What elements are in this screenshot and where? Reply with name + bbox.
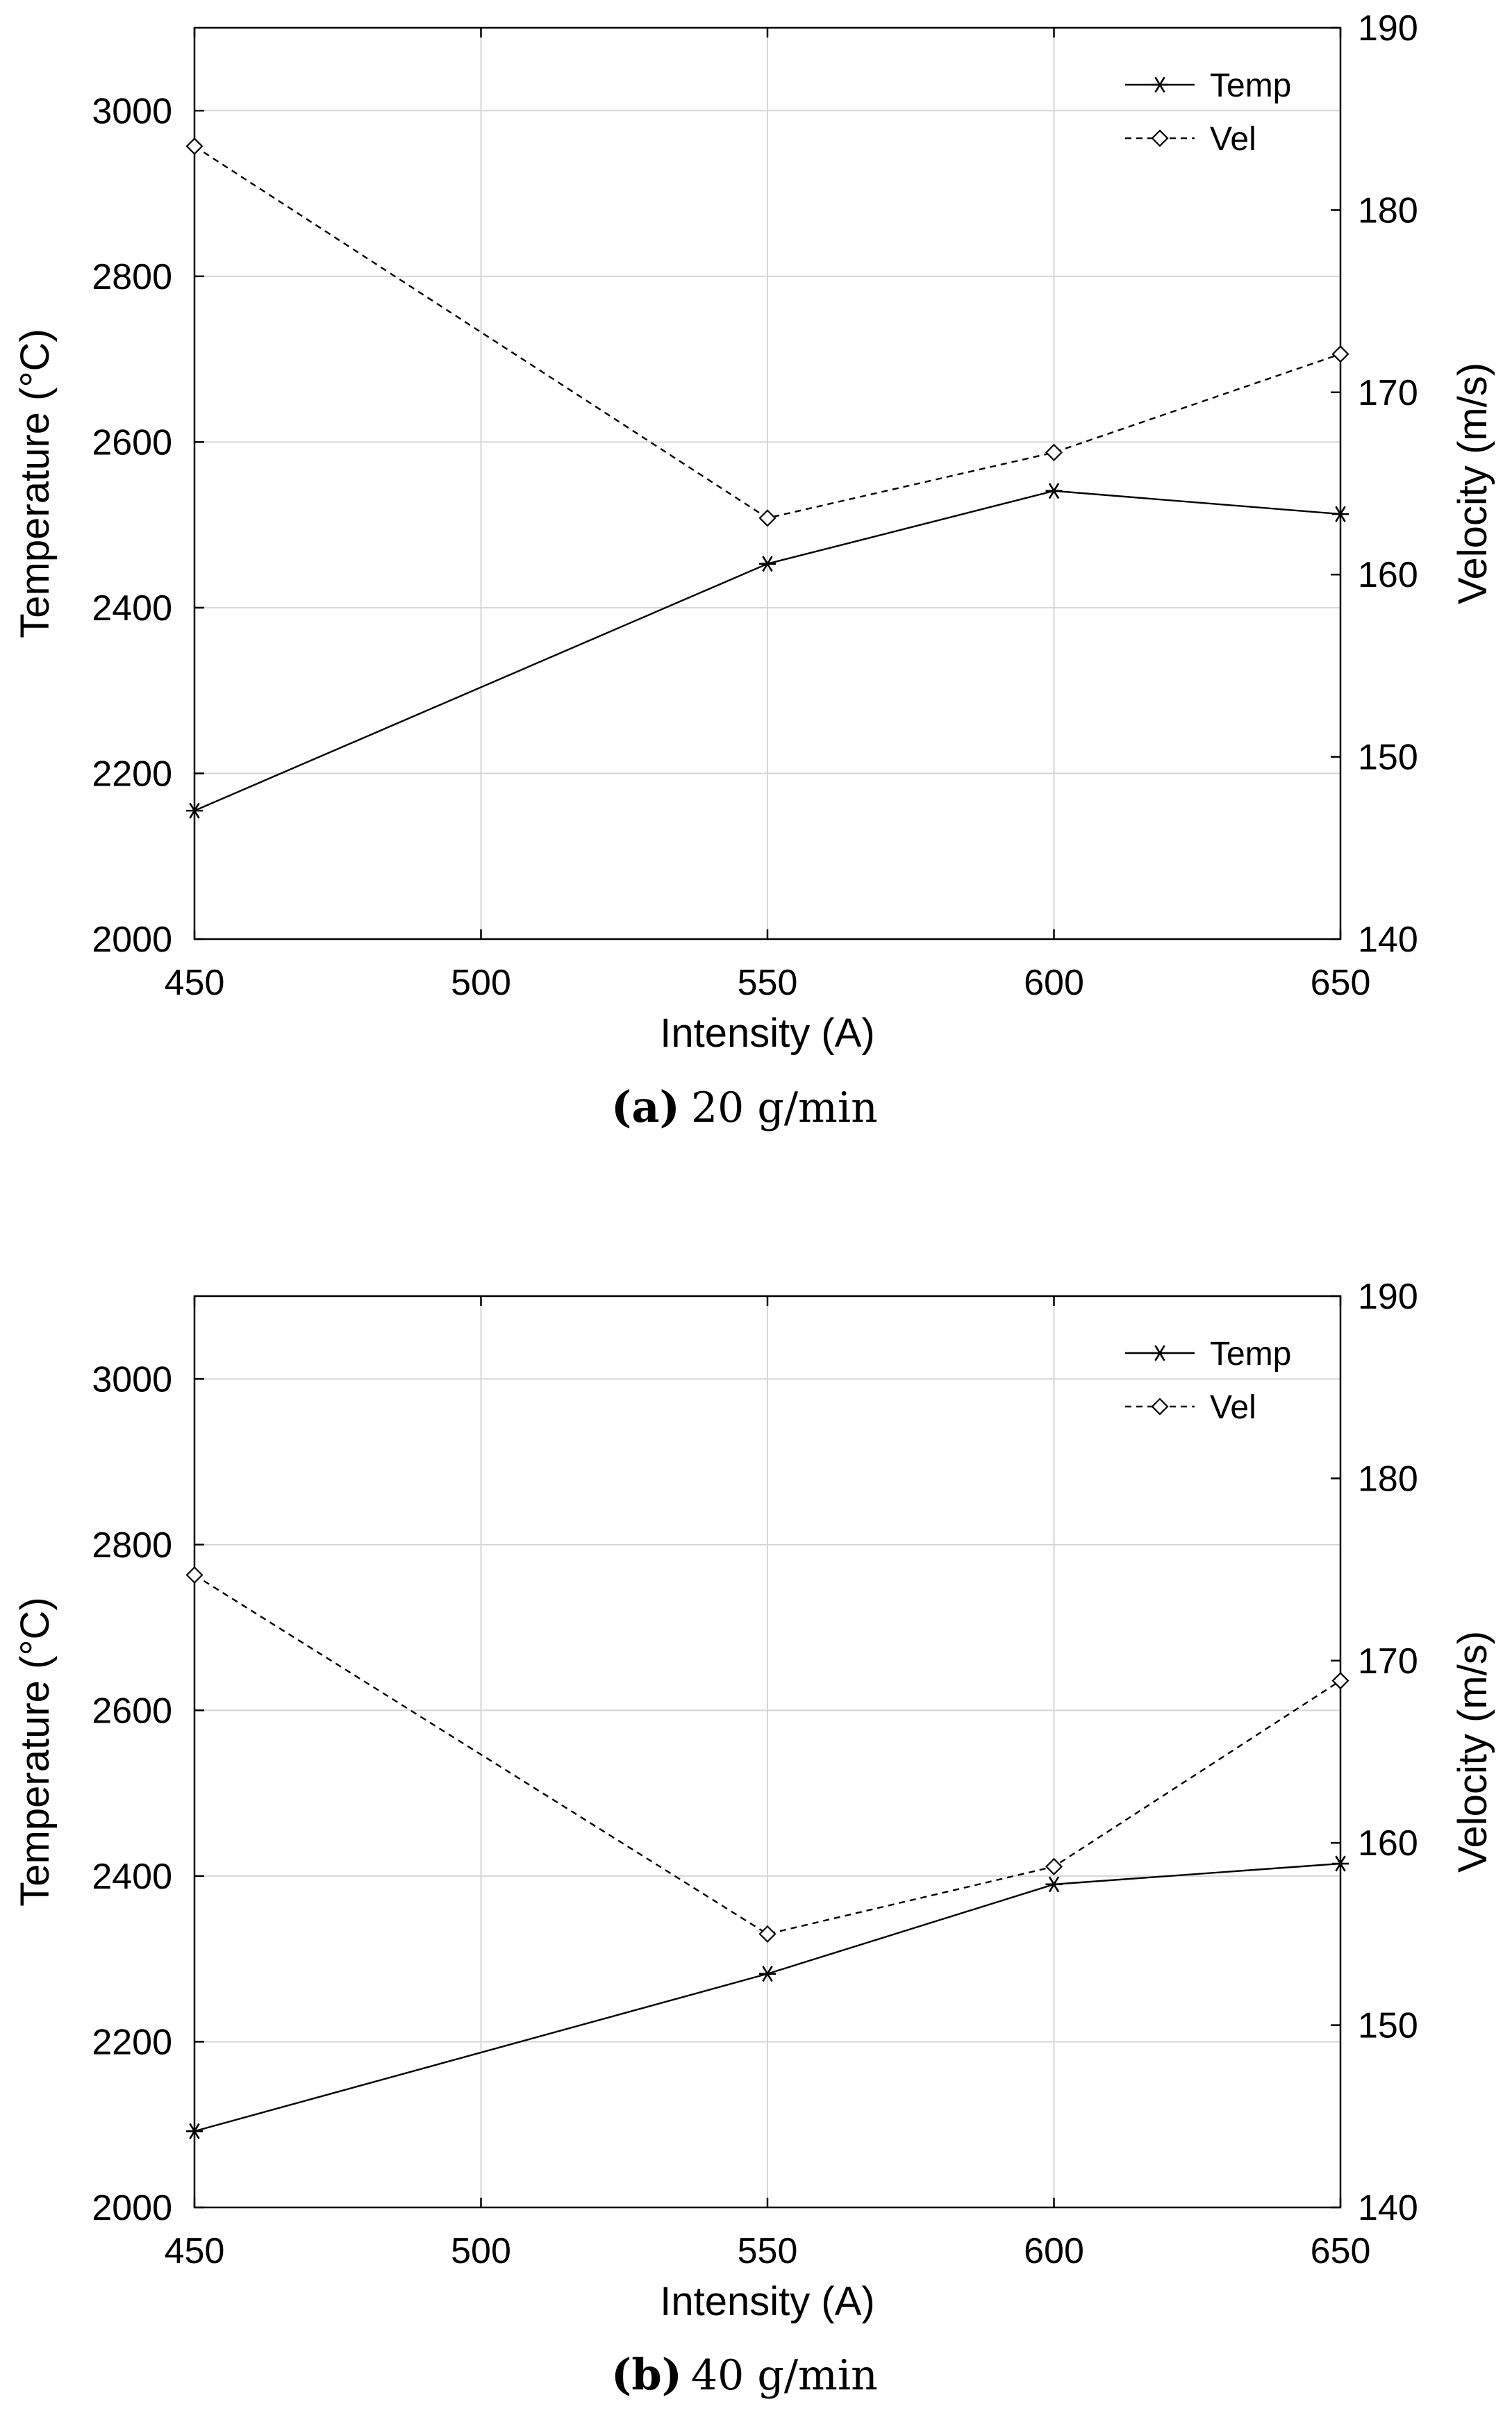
data-point-vel	[1045, 1857, 1063, 1875]
data-point-temp	[1332, 506, 1349, 522]
gridlines	[194, 28, 1340, 939]
x-tick-label: 650	[1311, 2231, 1371, 2271]
caption-label: (b)	[611, 2349, 682, 2400]
x-axis-label: Intensity (A)	[660, 1011, 874, 1056]
y-axis-label-right: Velocity (m/s)	[1450, 1631, 1495, 1873]
caption: (b) 40 g/min	[611, 2349, 878, 2400]
data-point-vel	[185, 1566, 203, 1584]
y-tick-label-right: 180	[1358, 190, 1418, 231]
series-line-vel	[194, 1574, 1341, 1935]
y-tick-label-right: 160	[1358, 555, 1418, 595]
data-point-temp	[759, 1966, 776, 1982]
caption-value: 20 g/min	[691, 1084, 878, 1132]
y-tick-label-left: 2400	[92, 588, 172, 629]
legend-label-vel: Vel	[1210, 121, 1256, 158]
x-tick-label: 500	[451, 963, 511, 1003]
tick-marks	[193, 1295, 1342, 2209]
y-tick-label-left: 2000	[92, 2188, 172, 2228]
data-point-vel	[1331, 1672, 1349, 1690]
data-point-temp	[1332, 1855, 1349, 1872]
x-tick-label: 600	[1024, 963, 1084, 1003]
data-point-temp	[186, 802, 203, 819]
y-tick-label-left: 2800	[92, 257, 172, 297]
x-tick-label: 450	[165, 963, 225, 1003]
legend-marker-temp	[1152, 1345, 1168, 1361]
data-point-vel	[758, 509, 776, 527]
y-tick-label-right: 170	[1358, 1641, 1418, 1682]
series-vel	[185, 138, 1349, 527]
caption: (a) 20 g/min	[611, 1081, 878, 1132]
data-point-temp	[1045, 1876, 1063, 1893]
series-temp	[186, 483, 1349, 819]
y-tick-label-left: 2600	[92, 422, 172, 463]
y-tick-label-right: 180	[1358, 1459, 1418, 1499]
x-tick-label: 450	[165, 2231, 225, 2271]
y-tick-label-left: 2400	[92, 1857, 172, 1897]
y-tick-label-right: 140	[1358, 2188, 1418, 2228]
series-line-temp	[194, 1862, 1341, 2132]
legend-label-temp: Temp	[1210, 67, 1291, 104]
data-point-vel	[1045, 443, 1063, 461]
y-tick-label-left: 2200	[92, 2022, 172, 2062]
y-tick-label-right: 190	[1358, 1277, 1418, 1317]
y-tick-label-left: 2000	[92, 920, 172, 960]
legend-marker-vel	[1151, 129, 1169, 147]
data-point-temp	[186, 2123, 203, 2139]
chart-b: 450 500 550 600 650 2000 2200 2400 2600 2800 3000 1…	[13, 1277, 1495, 2400]
legend-marker-temp	[1152, 76, 1168, 93]
chart-a: 450 500 550 600 650 2000 2200 2400 2600 2800 3000 1…	[13, 8, 1495, 1132]
caption-label: (a)	[611, 1081, 680, 1132]
series-temp	[186, 1855, 1349, 2139]
x-tick-label: 550	[738, 963, 798, 1003]
y-tick-label-left: 3000	[92, 1359, 172, 1400]
y-tick-label-left: 2800	[92, 1525, 172, 1566]
x-tick-label: 600	[1024, 2231, 1084, 2271]
gridlines	[194, 1296, 1340, 2207]
y-axis-label-right: Velocity (m/s)	[1450, 363, 1495, 604]
x-tick-label: 500	[451, 2231, 511, 2271]
y-tick-label-left: 2600	[92, 1691, 172, 1731]
y-tick-label-left: 2200	[92, 754, 172, 794]
x-tick-label: 550	[738, 2231, 798, 2271]
y-axis-label-left: Temperature (°C)	[13, 1597, 58, 1906]
data-point-vel	[185, 138, 203, 156]
y-tick-label-right: 160	[1358, 1823, 1418, 1864]
legend-label-temp: Temp	[1210, 1336, 1291, 1373]
legend: Temp Vel	[1125, 67, 1291, 158]
y-tick-label-right: 150	[1358, 738, 1418, 778]
x-axis-label: Intensity (A)	[660, 2279, 874, 2324]
y-tick-label-right: 150	[1358, 2006, 1418, 2046]
data-point-temp	[1045, 483, 1063, 499]
x-tick-label: 650	[1311, 963, 1371, 1003]
series-vel	[185, 1566, 1349, 1943]
y-tick-label-right: 190	[1358, 8, 1418, 49]
y-tick-label-left: 3000	[92, 91, 172, 131]
data-point-temp	[759, 556, 776, 572]
y-tick-label-right: 140	[1358, 920, 1418, 960]
data-point-vel	[758, 1925, 776, 1943]
series-line-vel	[194, 145, 1341, 520]
y-tick-label-right: 170	[1358, 373, 1418, 413]
data-point-vel	[1331, 345, 1349, 363]
caption-value: 40 g/min	[691, 2351, 878, 2400]
legend-marker-vel	[1151, 1398, 1169, 1416]
series-line-temp	[194, 490, 1341, 812]
legend-label-vel: Vel	[1210, 1389, 1256, 1426]
legend: Temp Vel	[1125, 1336, 1291, 1426]
tick-marks	[193, 26, 1342, 940]
y-axis-label-left: Temperature (°C)	[13, 329, 58, 638]
